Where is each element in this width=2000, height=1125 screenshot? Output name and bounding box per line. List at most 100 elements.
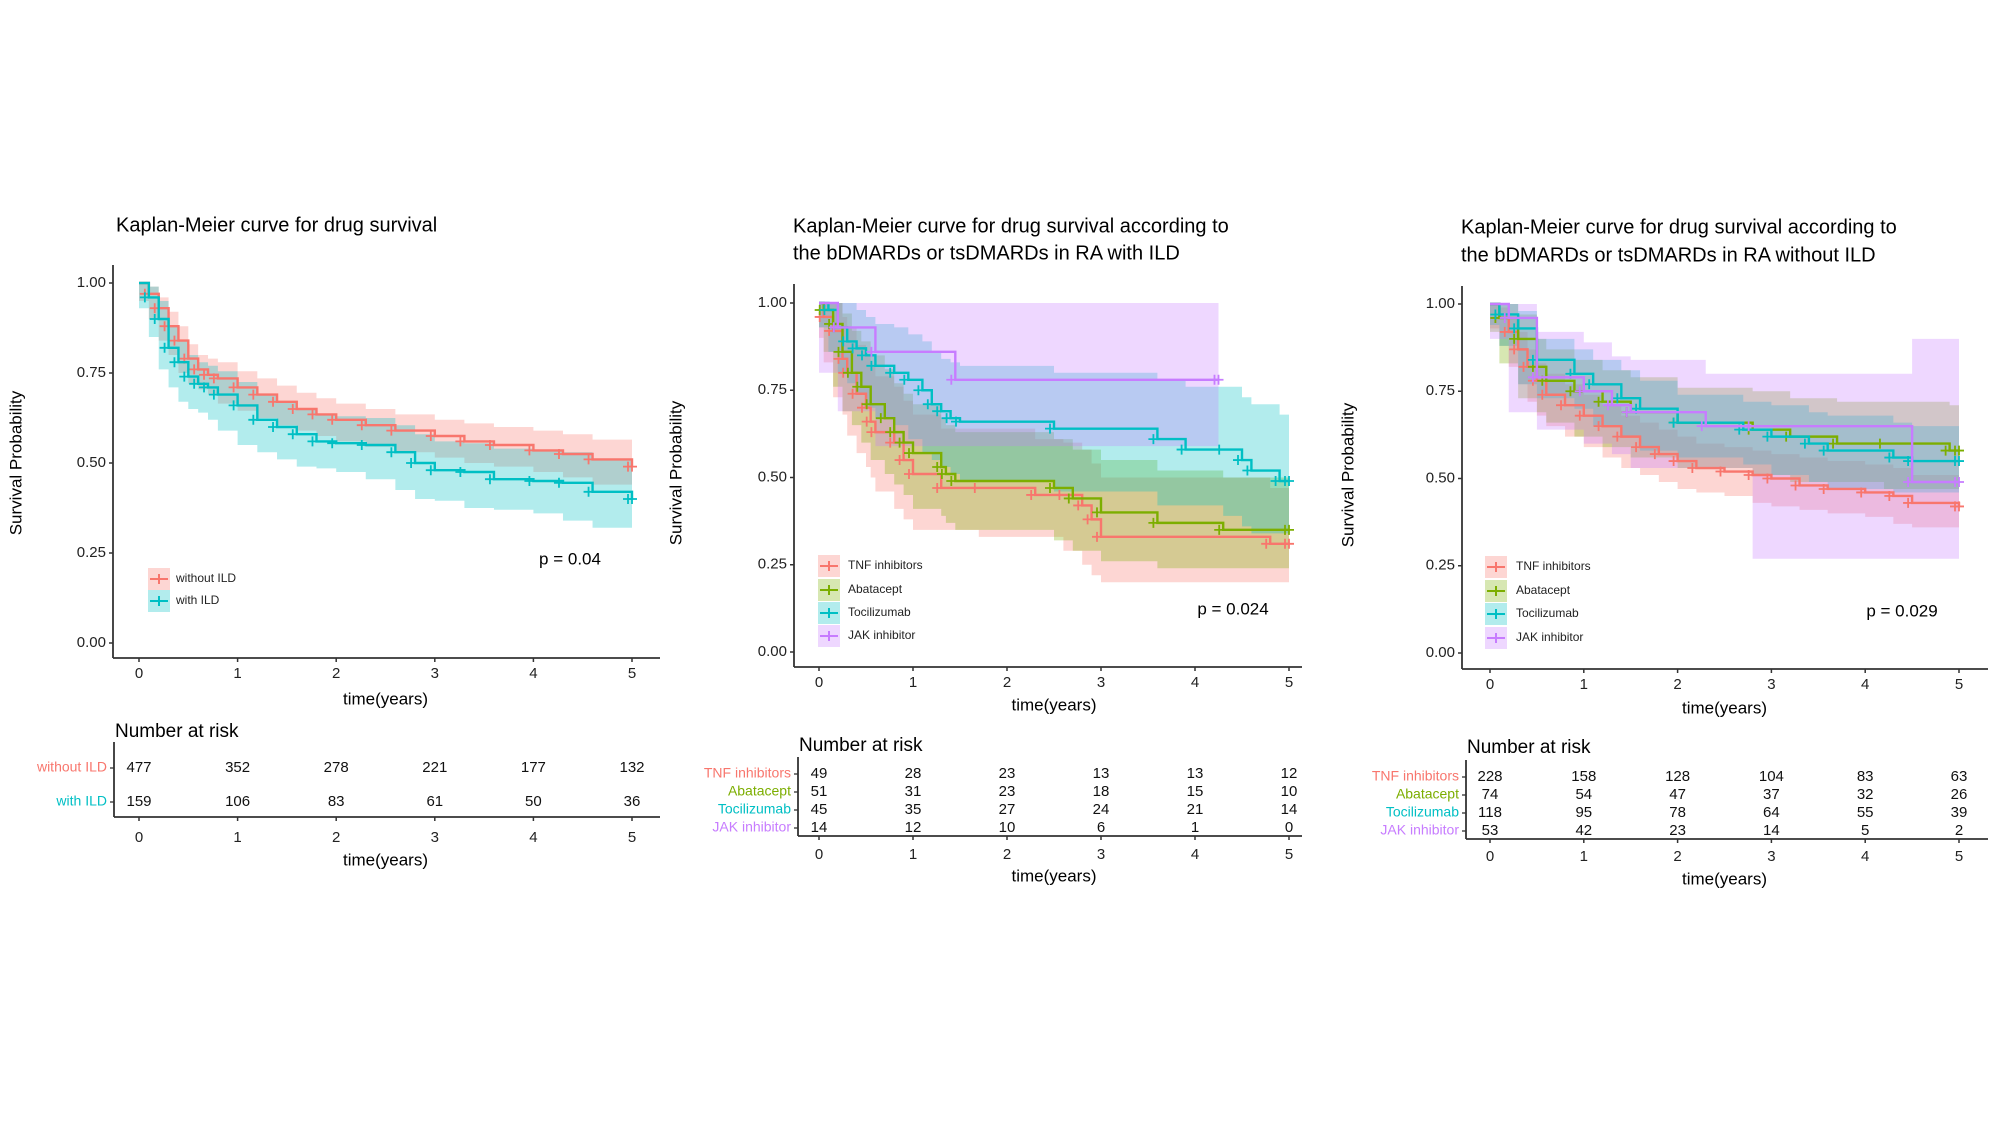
censor-mark-tnf-inhibitors — [1574, 410, 1585, 421]
censor-mark-tocilizumab — [1148, 434, 1159, 445]
censor-mark-tnf-inhibitors — [866, 427, 877, 438]
legend-item[interactable]: Tocilizumab — [1485, 603, 1579, 625]
legend-item[interactable]: without ILD — [148, 568, 236, 590]
censor-mark-with-ild — [484, 474, 495, 485]
censor-mark-abatacept — [1284, 524, 1294, 535]
censor-mark-without-ild — [228, 382, 239, 393]
legend-item[interactable]: Tocilizumab — [818, 602, 911, 624]
censor-mark-tocilizumab — [932, 406, 943, 417]
censor-mark-without-ild — [425, 431, 436, 441]
censor-mark-tocilizumab — [885, 367, 896, 378]
censor-mark-tocilizumab — [1668, 417, 1679, 428]
censor-mark-jak-inhibitor — [1743, 421, 1754, 432]
censor-mark-tocilizumab — [1490, 309, 1501, 320]
censor-mark-tnf-inhibitors — [1668, 456, 1679, 467]
risk-count: 54 — [1575, 786, 1592, 803]
censor-mark-with-ild — [208, 389, 219, 400]
legend-item[interactable]: JAK inhibitor — [818, 625, 915, 647]
censor-mark-abatacept — [885, 427, 896, 438]
risk-table-row: Abatacept 51 31 23 18 15 10 — [728, 783, 1297, 800]
censor-mark-with-ild — [287, 429, 298, 440]
censor-mark-tnf-inhibitors — [861, 416, 872, 427]
legend-key-line — [820, 608, 838, 618]
legend-key-line — [1487, 562, 1505, 572]
censor-mark-tnf-inhibitors — [847, 388, 858, 399]
risk-count: 14 — [811, 819, 828, 836]
censor-mark-tnf-inhibitors — [1092, 531, 1102, 542]
confidence-bands — [1490, 304, 1959, 559]
x-tick-label: 0 — [1486, 676, 1494, 693]
censor-mark-tocilizumab — [1954, 456, 1964, 467]
risk-count: 228 — [1477, 768, 1502, 785]
legend-item[interactable]: TNF inhibitors — [1485, 556, 1591, 578]
risk-table-row: TNF inhibitors 228 158 128 104 83 63 — [1372, 768, 1967, 785]
legend-label: without ILD — [175, 571, 236, 585]
censor-mark-with-ild — [406, 458, 417, 468]
y-axis-label: Survival Probability — [666, 400, 685, 545]
survival-curve-without-ild — [139, 281, 634, 467]
risk-x-tick-label: 2 — [1673, 848, 1681, 865]
risk-x-axis-label: time(years) — [1011, 866, 1096, 885]
censor-mark-with-ild — [189, 378, 200, 389]
ci-band-tocilizumab — [1490, 304, 1959, 493]
censor-mark-tnf-inhibitors — [1856, 487, 1867, 498]
censor-mark-tocilizumab — [1799, 438, 1810, 449]
legend-item[interactable]: Abatacept — [1485, 580, 1571, 602]
censor-mark-tnf-inhibitors — [1631, 442, 1642, 453]
censor-mark-tocilizumab — [1884, 452, 1895, 463]
censor-mark-with-ild — [356, 440, 367, 450]
censor-mark-tnf-inhibitors — [1073, 500, 1084, 511]
risk-x-tick-label: 4 — [1191, 846, 1199, 863]
risk-x-tick-label: 0 — [135, 829, 143, 846]
censor-mark-abatacept — [1214, 524, 1225, 535]
risk-count: 74 — [1482, 786, 1499, 803]
censor-mark-without-ild — [524, 445, 535, 456]
censor-mark-abatacept — [1593, 396, 1604, 407]
censor-mark-tnf-inhibitors — [1509, 344, 1520, 355]
x-tick-label: 2 — [332, 665, 340, 682]
censor-mark-without-ild — [199, 369, 210, 380]
censor-mark-tnf-inhibitors — [1818, 483, 1829, 494]
p-value: p = 0.024 — [1197, 599, 1268, 618]
censor-mark-tnf-inhibitors — [1026, 489, 1037, 500]
censor-mark-with-ild — [248, 414, 259, 425]
legend-item[interactable]: with ILD — [148, 590, 220, 612]
risk-x-tick-label: 4 — [529, 829, 537, 846]
ci-band-with-ild — [139, 283, 632, 528]
risk-count: 51 — [811, 783, 828, 800]
risk-row-label: JAK inhibitor — [1380, 822, 1459, 838]
risk-count: 55 — [1857, 804, 1874, 821]
risk-row-label: TNF inhibitors — [704, 765, 791, 781]
risk-x-tick-label: 0 — [1486, 848, 1494, 865]
risk-count: 0 — [1285, 819, 1293, 836]
legend-item[interactable]: TNF inhibitors — [818, 555, 923, 577]
censor-mark-without-ild — [169, 335, 180, 346]
legend-item[interactable]: JAK inhibitor — [1485, 627, 1583, 649]
risk-table-row: JAK inhibitor 14 12 10 6 1 0 — [712, 819, 1293, 836]
censor-mark-tocilizumab — [1584, 379, 1595, 390]
censor-mark-tnf-inhibitors — [1082, 514, 1093, 525]
legend-item[interactable]: Abatacept — [818, 579, 903, 601]
risk-count: 15 — [1187, 783, 1204, 800]
censor-mark-abatacept — [852, 381, 863, 392]
legend-key-line — [820, 561, 838, 571]
x-tick-label: 3 — [1767, 676, 1775, 693]
chart-title: Kaplan-Meier curve for drug survival acc… — [1461, 216, 1897, 238]
survival-curves — [1490, 302, 1964, 512]
censor-mark-tnf-inhibitors — [904, 469, 914, 480]
y-tick-label: 0.75 — [1426, 382, 1455, 399]
risk-count: 477 — [126, 759, 151, 776]
censor-mark-jak-inhibitor — [1527, 372, 1538, 383]
censor-mark-without-ild — [553, 449, 564, 459]
legend-key-line — [820, 631, 838, 641]
censor-mark-without-ild — [484, 440, 495, 450]
censor-mark-tocilizumab — [913, 385, 924, 396]
risk-table-row: Abatacept 74 54 47 37 32 26 — [1396, 786, 1967, 803]
censor-mark-abatacept — [1874, 438, 1885, 449]
risk-count: 83 — [328, 793, 345, 810]
risk-row-label: Abatacept — [1396, 786, 1459, 802]
censor-mark-without-ild — [268, 396, 279, 407]
risk-count: 24 — [1093, 801, 1110, 818]
censor-mark-abatacept — [894, 437, 905, 448]
